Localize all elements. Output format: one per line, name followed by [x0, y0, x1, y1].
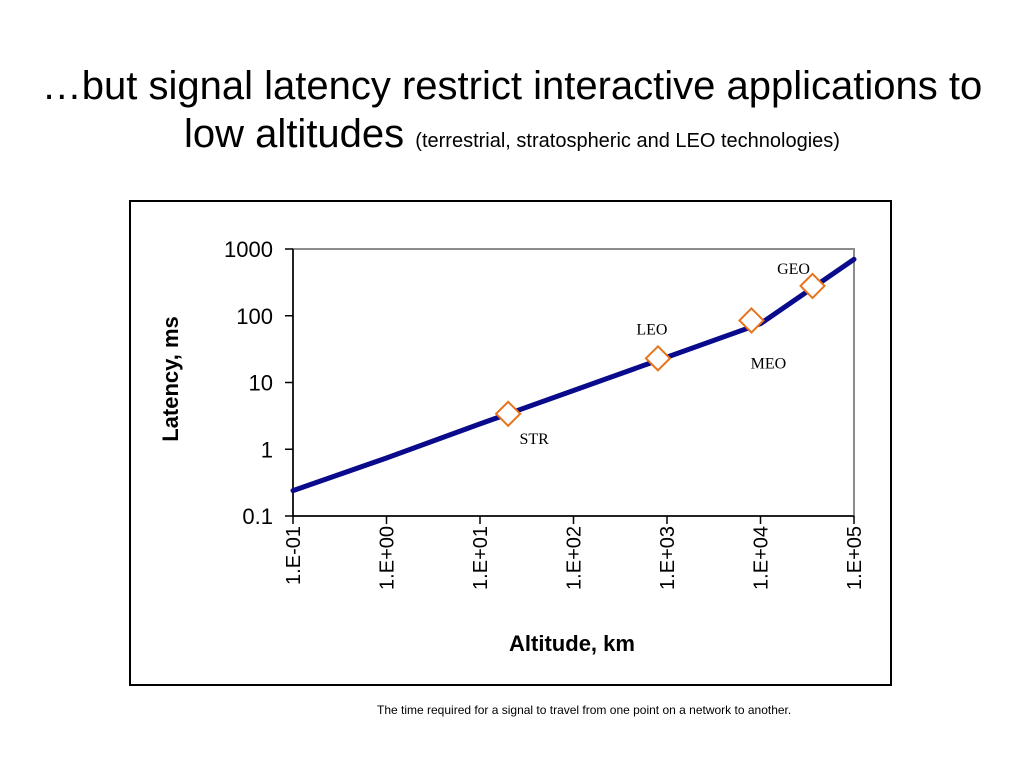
geo-label: GEO — [777, 261, 810, 278]
str-marker — [494, 400, 522, 428]
x-tick-label: 1.E+04 — [751, 526, 773, 590]
footnote: The time required for a signal to travel… — [377, 703, 792, 717]
x-axis-label: Altitude, km — [509, 631, 635, 656]
chart-frame: 0.1 1 10 100 1000 1.E-01 1.E+00 1.E+01 1.E+02 1.E… — [129, 200, 892, 686]
x-tick-label: 1.E-01 — [283, 526, 305, 585]
y-axis-label: Latency, ms — [158, 316, 183, 442]
leo-marker — [644, 344, 672, 372]
str-label: STR — [519, 431, 549, 448]
leo-label: LEO — [636, 321, 667, 338]
x-tick-label: 1.E+03 — [657, 526, 679, 590]
y-tick-label: 100 — [236, 304, 273, 329]
geo-marker — [799, 272, 826, 300]
x-tick-label: 1.E+02 — [564, 526, 586, 590]
y-tick-label: 1 — [261, 437, 273, 462]
meo-label: MEO — [751, 355, 787, 372]
meo-marker — [738, 307, 765, 334]
x-tick-label: 1.E+01 — [470, 526, 492, 590]
x-tick-label: 1.E+00 — [377, 526, 399, 590]
slide-title-main: …but signal latency restrict interactive… — [41, 64, 983, 156]
y-tick-label: 1000 — [224, 237, 273, 262]
plot-area — [292, 248, 855, 517]
y-tick-label: 0.1 — [242, 504, 273, 529]
latency-chart: 0.1 1 10 100 1000 1.E-01 1.E+00 1.E+01 1.E+02 1.E… — [158, 237, 866, 656]
slide-title: …but signal latency restrict interactive… — [20, 62, 1004, 165]
slide-title-subtitle: (terrestrial, stratospheric and LEO tech… — [415, 130, 840, 152]
y-tick-label: 10 — [249, 371, 273, 396]
x-tick-label: 1.E+05 — [844, 526, 866, 590]
